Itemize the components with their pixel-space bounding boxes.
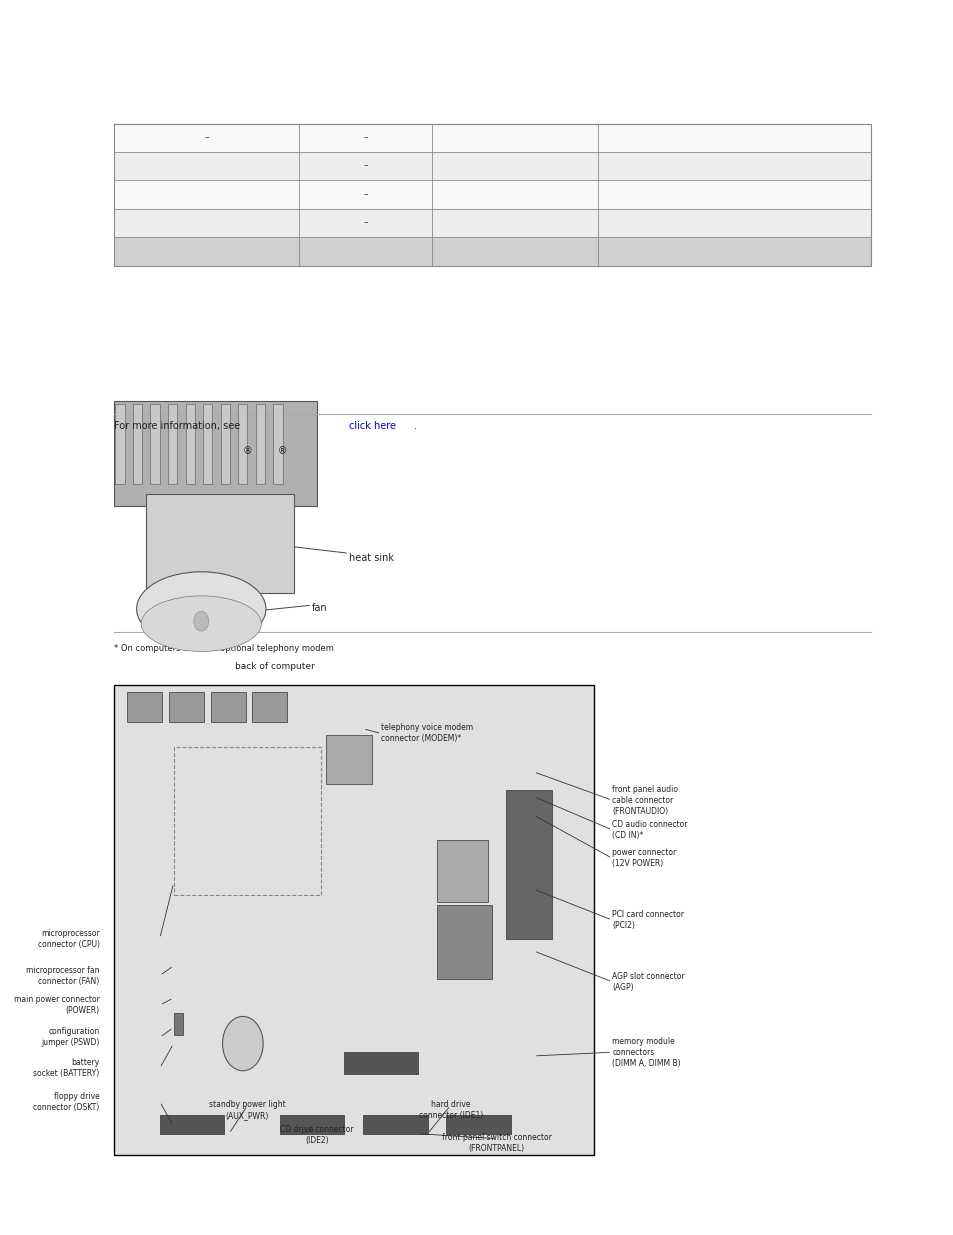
Bar	[168, 404, 177, 484]
Bar	[113, 401, 316, 506]
Text: microprocessor
connector (CPU): microprocessor connector (CPU)	[38, 929, 99, 948]
Text: –: –	[204, 133, 209, 142]
Text: ®        ®: ® ®	[243, 446, 287, 456]
Bar	[362, 1115, 427, 1134]
Bar	[113, 124, 870, 266]
Bar	[436, 840, 487, 902]
Text: fan: fan	[312, 603, 328, 613]
Bar	[132, 404, 142, 484]
Text: microprocessor fan
connector (FAN): microprocessor fan connector (FAN)	[26, 966, 99, 986]
Text: battery
socket (BATTERY): battery socket (BATTERY)	[33, 1058, 99, 1078]
Text: telephony voice modem
connector (MODEM)*: telephony voice modem connector (MODEM)*	[381, 724, 473, 743]
Text: click here: click here	[349, 421, 395, 431]
Ellipse shape	[136, 572, 266, 646]
Bar	[211, 692, 245, 722]
Bar	[173, 747, 321, 895]
Text: floppy drive
connector (DSKT): floppy drive connector (DSKT)	[33, 1092, 99, 1112]
Text: main power connector
(POWER): main power connector (POWER)	[13, 995, 99, 1015]
Bar	[169, 692, 204, 722]
Bar	[326, 735, 372, 784]
Bar	[238, 404, 247, 484]
Bar	[115, 404, 125, 484]
Bar	[203, 404, 213, 484]
Bar	[274, 404, 282, 484]
Circle shape	[193, 611, 209, 631]
Bar	[436, 905, 492, 979]
Text: –: –	[363, 190, 367, 199]
Bar	[113, 209, 870, 237]
Text: back of computer: back of computer	[235, 662, 314, 672]
Text: front panel audio
cable connector
(FRONTAUDIO): front panel audio cable connector (FRONT…	[612, 784, 678, 816]
Text: .: .	[414, 421, 416, 431]
Bar	[146, 494, 294, 593]
Text: power connector
(12V POWER): power connector (12V POWER)	[612, 848, 676, 868]
Bar	[113, 237, 870, 266]
Bar	[186, 404, 194, 484]
Bar	[279, 1115, 344, 1134]
Text: AGP slot connector
(AGP): AGP slot connector (AGP)	[612, 972, 684, 992]
Text: hard drive
connector (IDE1): hard drive connector (IDE1)	[418, 1100, 482, 1120]
Bar	[113, 124, 870, 152]
Text: –: –	[363, 219, 367, 227]
Text: memory module
connectors
(DIMM A, DIMM B): memory module connectors (DIMM A, DIMM B…	[612, 1036, 680, 1068]
Text: front panel switch connector
(FRONTPANEL): front panel switch connector (FRONTPANEL…	[441, 1134, 551, 1153]
Bar	[505, 790, 552, 939]
Text: configuration
jumper (PSWD): configuration jumper (PSWD)	[41, 1028, 99, 1047]
Bar	[255, 404, 265, 484]
Text: PCI card connector
(PCI2): PCI card connector (PCI2)	[612, 910, 683, 930]
Bar	[344, 1052, 417, 1074]
Bar	[151, 404, 159, 484]
Bar	[173, 1013, 183, 1035]
Bar	[113, 152, 870, 180]
Bar	[113, 685, 593, 1155]
Text: CD drive connector
(IDE2): CD drive connector (IDE2)	[279, 1125, 354, 1145]
Text: heat sink: heat sink	[349, 553, 394, 563]
Bar	[252, 692, 287, 722]
Bar	[128, 692, 162, 722]
Text: –: –	[363, 162, 367, 170]
Text: * On computers with the optional telephony modem: * On computers with the optional telepho…	[113, 643, 333, 653]
Text: CD audio connector
(CD IN)*: CD audio connector (CD IN)*	[612, 820, 687, 840]
Bar	[159, 1115, 224, 1134]
Circle shape	[222, 1016, 263, 1071]
Text: For more information, see: For more information, see	[113, 421, 243, 431]
Text: standby power light
(AUX_PWR): standby power light (AUX_PWR)	[209, 1100, 286, 1120]
Ellipse shape	[141, 595, 261, 652]
Bar	[446, 1115, 510, 1134]
Text: –: –	[363, 133, 367, 142]
Bar	[113, 180, 870, 209]
Bar	[220, 404, 230, 484]
